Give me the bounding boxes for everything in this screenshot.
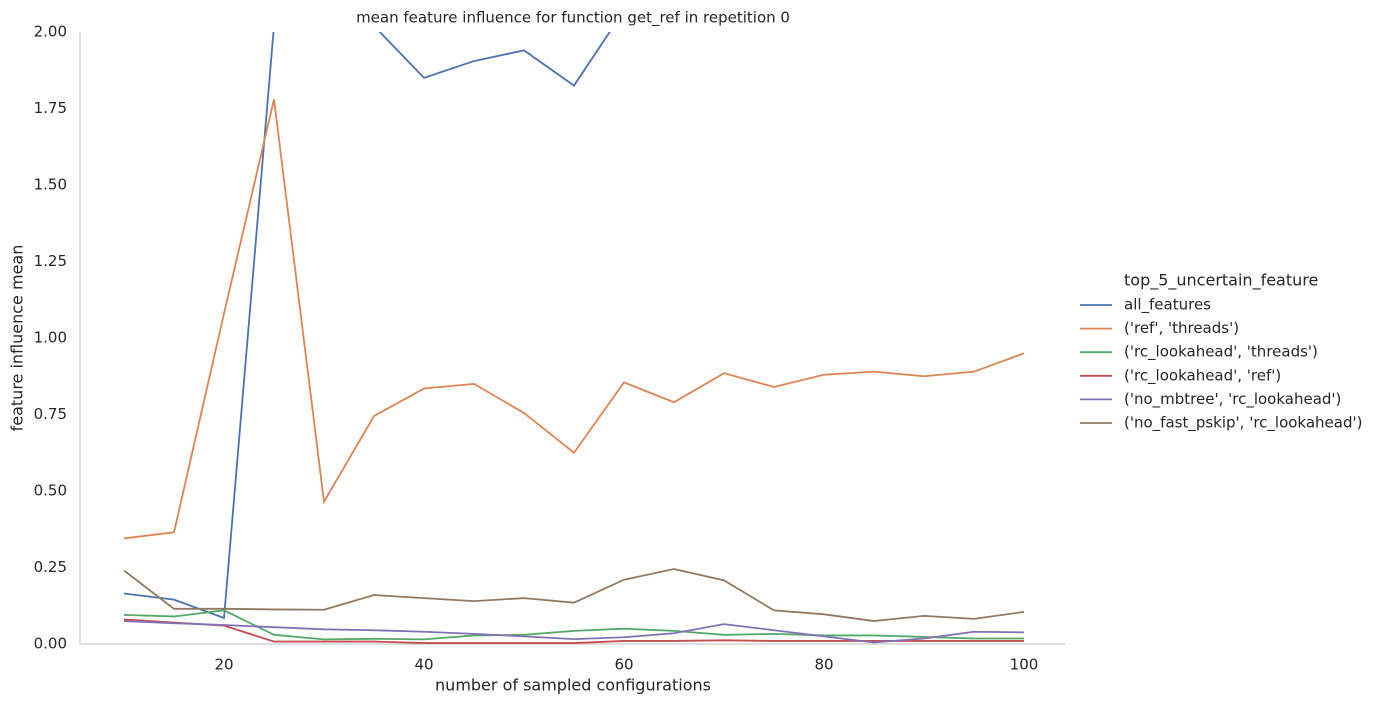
y-tick-label: 1.75 <box>34 99 67 117</box>
x-tick-label: 20 <box>214 656 233 674</box>
y-tick-label: 1.50 <box>34 176 67 194</box>
x-tick-label: 40 <box>414 656 433 674</box>
legend-label: ('no_fast_pskip', 'rc_lookahead') <box>1124 414 1362 433</box>
legend-label: ('no_mbtree', 'rc_lookahead') <box>1124 390 1341 409</box>
y-tick-label: 0.25 <box>34 558 67 576</box>
y-tick-label: 1.00 <box>34 329 67 347</box>
series-line <box>123 618 1024 644</box>
series-line <box>123 609 1024 641</box>
y-tick-label: 0.50 <box>34 482 67 500</box>
series-line <box>123 32 611 620</box>
plot-area <box>123 32 1025 644</box>
y-tick-label: 1.25 <box>34 252 67 270</box>
x-tick-label: 60 <box>614 656 633 674</box>
series-line <box>123 568 1025 622</box>
series-line <box>123 99 1025 540</box>
legend-label: all_features <box>1124 296 1211 315</box>
series-line <box>123 620 1025 644</box>
y-axis-label: feature influence mean <box>8 245 27 432</box>
legend-title: top_5_uncertain_feature <box>1124 271 1318 291</box>
legend-label: ('rc_lookahead', 'ref') <box>1124 366 1281 385</box>
legend-label: ('ref', 'threads') <box>1124 319 1239 337</box>
x-axis-label: number of sampled configurations <box>435 676 711 695</box>
legend-label: ('rc_lookahead', 'threads') <box>1124 343 1318 362</box>
x-tick-label: 100 <box>1010 656 1039 674</box>
chart-title: mean feature influence for function get_… <box>356 9 790 28</box>
y-tick-label: 2.00 <box>34 23 67 41</box>
y-tick-label: 0.00 <box>34 635 67 653</box>
x-tick-label: 80 <box>814 656 833 674</box>
y-tick-label: 0.75 <box>34 405 67 423</box>
